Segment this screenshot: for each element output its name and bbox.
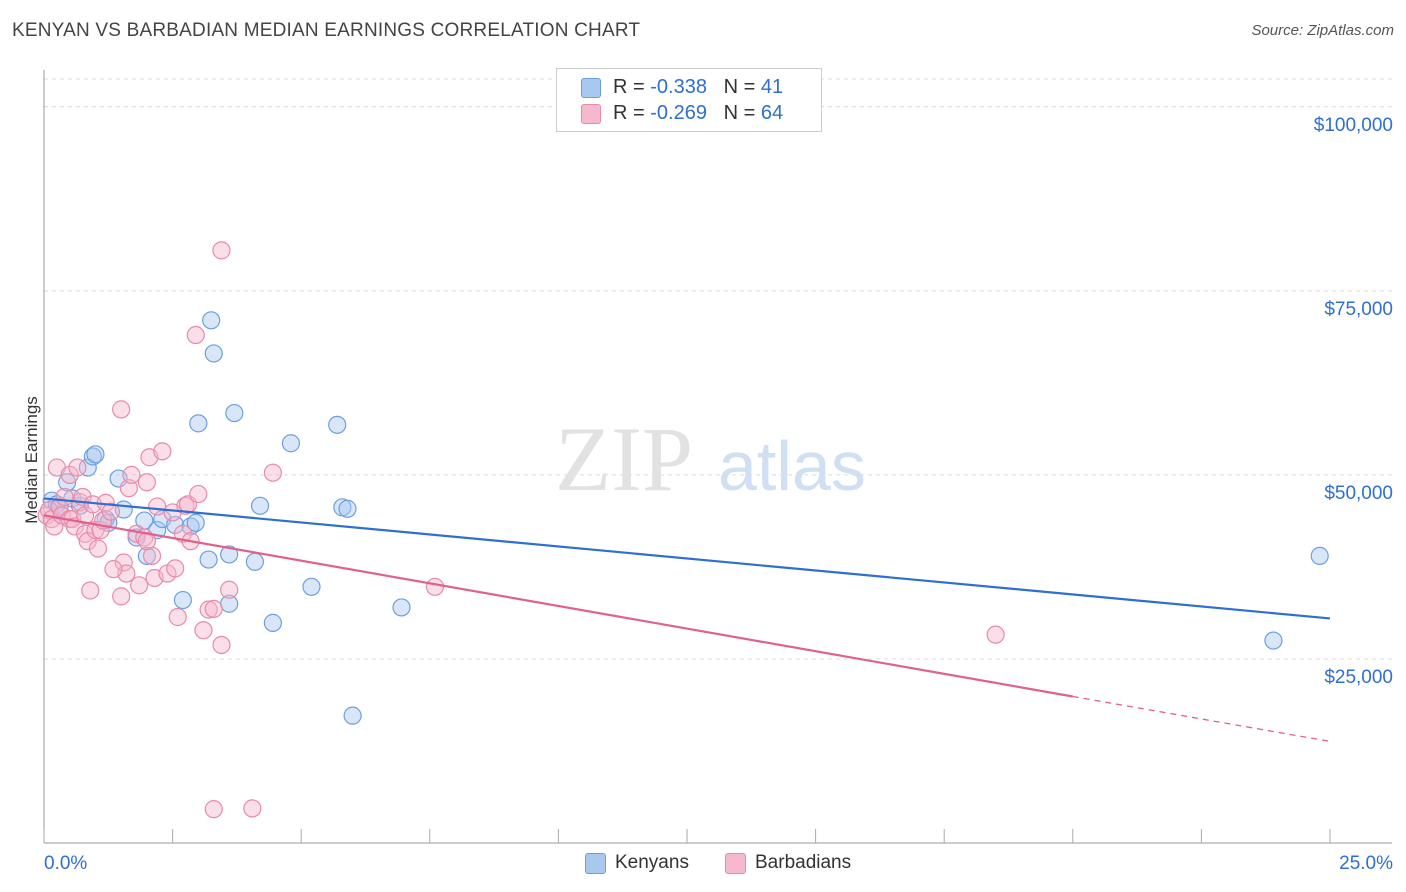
barbadian-point-28 — [114, 553, 133, 572]
barbadian-point-54 — [212, 635, 231, 655]
chart-title: KENYAN VS BARBADIAN MEDIAN EARNINGS CORR… — [12, 20, 641, 41]
barbadians-legend-swatch — [725, 853, 746, 874]
kenyan-point-23 — [199, 550, 218, 569]
barbadian-point-60 — [204, 800, 223, 819]
kenyans-n-value: 41 — [760, 76, 784, 98]
kenyans-legend-label: Kenyans — [615, 852, 689, 873]
barbadian-point-7 — [55, 487, 74, 507]
barbadian-point-43 — [166, 559, 185, 578]
barbadian-point-18 — [81, 581, 100, 600]
y-tick-label-2: $75,000 — [1324, 299, 1393, 320]
kenyan-point-15 — [137, 546, 156, 565]
kenyan-point-31 — [263, 613, 283, 632]
kenyan-point-29 — [245, 552, 265, 571]
barbadian-point-59 — [986, 625, 1005, 644]
barbadian-trend-dashed — [1072, 695, 1331, 743]
barbadian-point-33 — [130, 576, 149, 595]
kenyan-point-22 — [189, 414, 208, 433]
barbadian-point-25 — [101, 502, 120, 521]
watermark-atlas: atlas — [718, 427, 866, 505]
barbadians-n-label: N = — [723, 102, 761, 124]
barbadian-point-12 — [68, 458, 87, 477]
kenyan-point-8 — [86, 445, 105, 464]
barbadian-point-53 — [204, 599, 223, 618]
kenyans-r-label: R = — [613, 76, 651, 98]
watermark-zip: ZIP — [555, 408, 693, 510]
barbadian-point-55 — [212, 241, 231, 260]
kenyans-legend-swatch — [585, 853, 606, 874]
barbadian-point-58 — [425, 577, 445, 596]
barbadian-point-61 — [243, 799, 262, 818]
barbadian-trend-line — [43, 514, 1073, 698]
kenyans-swatch — [581, 78, 601, 98]
kenyan-point-39 — [1264, 631, 1283, 650]
kenyans-n-label: N = — [723, 76, 761, 98]
y-tick-label-1: $50,000 — [1324, 483, 1393, 504]
barbadian-point-44 — [168, 607, 187, 627]
kenyan-point-33 — [302, 577, 321, 596]
barbadian-point-63 — [104, 560, 123, 579]
y-tick-label-0: $25,000 — [1324, 667, 1393, 688]
kenyan-point-27 — [220, 545, 239, 564]
barbadians-r-value: -0.269 — [650, 102, 707, 124]
barbadian-point-26 — [112, 587, 131, 606]
kenyans-r-value: -0.338 — [650, 76, 707, 98]
barbadian-point-39 — [148, 497, 167, 516]
barbadian-point-50 — [189, 484, 208, 504]
y-axis-label: Median Earnings — [22, 396, 41, 524]
barbadians-n-value: 64 — [760, 102, 784, 124]
barbadian-point-40 — [153, 442, 172, 461]
barbadian-point-21 — [88, 539, 108, 558]
barbadian-point-16 — [76, 524, 95, 543]
kenyan-point-40 — [1310, 546, 1329, 565]
kenyan-trend-line — [43, 497, 1331, 620]
kenyan-point-7 — [83, 447, 102, 466]
kenyan-point-28 — [225, 403, 244, 423]
kenyan-point-38 — [392, 598, 411, 617]
stats-legend: R = -0.338 N = 41 R = -0.269 N = 64 — [556, 68, 822, 132]
source-credit: Source: ZipAtlas.com — [1251, 22, 1394, 39]
kenyan-point-21 — [186, 513, 205, 532]
barbadian-point-30 — [119, 479, 138, 498]
kenyan-point-3 — [58, 473, 77, 492]
barbadian-point-35 — [137, 473, 156, 492]
kenyan-point-25 — [204, 344, 223, 363]
barbadian-point-9 — [60, 465, 79, 485]
kenyan-point-36 — [343, 706, 362, 725]
x-tick-label-0: 0.0% — [44, 853, 87, 874]
barbadian-point-27 — [112, 400, 131, 419]
barbadians-r-label: R = — [613, 102, 651, 124]
barbadian-point-49 — [186, 325, 205, 345]
barbadians-legend-label: Barbadians — [755, 852, 852, 873]
kenyan-point-37 — [338, 499, 357, 518]
barbadian-point-56 — [220, 580, 239, 599]
kenyan-point-19 — [173, 590, 192, 610]
kenyan-point-24 — [202, 311, 221, 330]
barbadian-point-52 — [199, 600, 218, 619]
kenyan-point-34 — [328, 415, 347, 434]
barbadian-point-31 — [122, 465, 141, 485]
barbadian-point-57 — [263, 463, 283, 482]
barbadians-swatch — [581, 104, 601, 124]
y-tick-label-3: $100,000 — [1314, 115, 1393, 136]
barbadian-point-51 — [194, 621, 213, 640]
kenyan-point-32 — [281, 434, 301, 453]
x-tick-label-1: 25.0% — [1339, 853, 1393, 874]
kenyan-point-30 — [250, 496, 270, 515]
